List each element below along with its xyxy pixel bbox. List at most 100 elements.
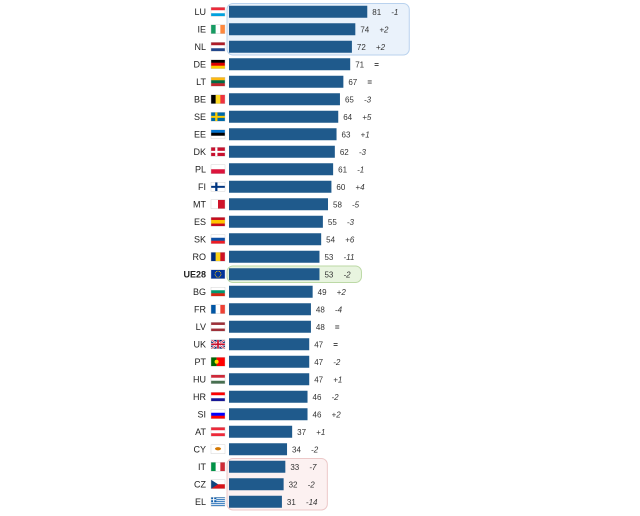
chart-row-ue28: UE28 53 -2 (183, 268, 351, 281)
value-label: 37 (297, 428, 306, 437)
change-label: +4 (355, 183, 365, 192)
bar (229, 373, 310, 386)
country-code-label: SK (194, 234, 206, 244)
bar (229, 250, 320, 263)
flag-icon-hu (210, 374, 226, 384)
change-label: -1 (391, 8, 398, 17)
bar (229, 338, 310, 351)
country-code-label: SE (194, 112, 206, 122)
bar (229, 58, 351, 71)
flag-icon-pl (210, 164, 226, 174)
value-label: 48 (316, 323, 325, 332)
rows-layer: LU 81 -1IE 74 +2NL 72 +2DE 71 =LT 67 =BE 65 -3SE 64 +5… (183, 5, 398, 508)
bar (229, 215, 323, 228)
country-code-label: EE (194, 129, 206, 139)
chart-row-nl: NL 72 +2 (194, 40, 386, 53)
change-label: +2 (332, 410, 342, 419)
flag-icon-lu (210, 7, 226, 17)
flag-icon-si (210, 409, 226, 419)
change-label: -4 (335, 305, 343, 314)
bar (229, 355, 310, 368)
flag-icon-ro (210, 252, 226, 262)
change-label: -2 (333, 358, 341, 367)
value-label: 65 (345, 95, 354, 104)
country-code-label: SI (197, 409, 206, 419)
flag-icon-fi (210, 182, 226, 192)
chart-row-cy: CY 34 -2 (193, 443, 319, 456)
bar (229, 303, 311, 316)
country-code-label: CY (193, 444, 206, 454)
bar (229, 443, 288, 456)
value-label: 34 (292, 445, 301, 454)
flag-icon-fr (210, 304, 226, 314)
value-label: 47 (314, 340, 323, 349)
chart-row-lt: LT 67 = (196, 75, 372, 88)
flag-icon-nl (210, 42, 226, 52)
change-label: +1 (361, 130, 370, 139)
change-label: +1 (316, 428, 325, 437)
country-code-label: MT (193, 199, 206, 209)
value-label: 71 (355, 60, 364, 69)
flag-icon-bg (210, 287, 226, 297)
change-label: -3 (359, 148, 367, 157)
flag-icon-be (210, 94, 226, 104)
value-label: 72 (357, 43, 366, 52)
value-label: 63 (342, 130, 351, 139)
value-label: 48 (316, 305, 325, 314)
flag-icon-mt (210, 199, 226, 209)
country-code-label: FI (198, 182, 206, 192)
bar (229, 495, 282, 508)
country-code-label: BE (194, 94, 206, 104)
bar (229, 5, 368, 18)
change-label: -11 (343, 253, 354, 262)
change-label: -2 (308, 480, 316, 489)
country-code-label: FR (194, 304, 206, 314)
country-code-label: PL (195, 164, 206, 174)
country-code-label: RO (193, 252, 207, 262)
chart-row-pl: PL 61 -1 (195, 163, 364, 176)
change-label: = (367, 78, 372, 87)
chart-row-si: SI 46 +2 (197, 408, 342, 421)
chart-row-lv: LV 48 = (196, 320, 340, 333)
value-label: 53 (324, 270, 333, 279)
country-code-label: BG (193, 287, 206, 297)
flag-icon-sk (210, 234, 226, 244)
flag-icon-lv (210, 322, 226, 332)
change-label: +2 (337, 288, 347, 297)
value-label: 54 (326, 235, 335, 244)
value-label: 46 (313, 410, 322, 419)
change-label: -7 (309, 463, 317, 472)
country-code-label: UE28 (183, 269, 206, 279)
change-label: -14 (306, 498, 318, 507)
country-code-label: IE (197, 24, 206, 34)
change-label: -2 (343, 270, 351, 279)
chart-row-ee: EE 63 +1 (194, 128, 370, 141)
country-code-label: ES (194, 217, 206, 227)
bar (229, 320, 311, 333)
chart-row-sk: SK 54 +6 (194, 233, 355, 246)
flag-icon-ue28 (210, 269, 226, 279)
change-label: -1 (357, 165, 364, 174)
country-code-label: PT (194, 357, 206, 367)
bar (229, 163, 334, 176)
country-code-label: AT (195, 427, 206, 437)
chart-row-fi: FI 60 +4 (198, 180, 365, 193)
country-code-label: LT (196, 77, 206, 87)
country-code-label: HR (193, 392, 206, 402)
flag-icon-de (210, 59, 226, 69)
value-label: 64 (343, 113, 352, 122)
value-label: 32 (289, 480, 298, 489)
chart-row-fr: FR 48 -4 (194, 303, 343, 316)
flag-icon-ie (210, 24, 226, 34)
chart-row-cz: CZ 32 -2 (194, 478, 316, 491)
flag-icon-it (210, 462, 226, 472)
flag-icon-at (210, 427, 226, 437)
change-label: -3 (364, 95, 372, 104)
value-label: 46 (313, 393, 322, 402)
change-label: -2 (311, 445, 319, 454)
value-label: 58 (333, 200, 342, 209)
chart-row-be: BE 65 -3 (194, 93, 372, 106)
change-label: +6 (345, 235, 355, 244)
country-code-label: LV (196, 322, 206, 332)
